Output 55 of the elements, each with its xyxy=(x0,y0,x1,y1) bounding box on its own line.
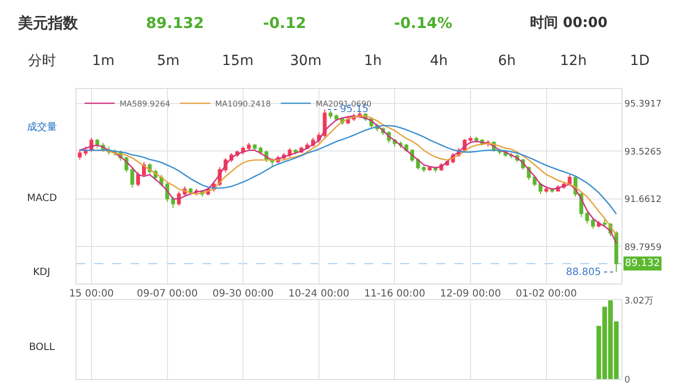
x-tick-label: 09-30 00:00 xyxy=(212,288,274,300)
candlestick xyxy=(416,158,420,170)
candlestick xyxy=(246,142,251,151)
text: 1D xyxy=(630,53,650,69)
y-tick-label: 89.7959 xyxy=(624,242,662,253)
y-tick-label: 0 xyxy=(624,375,630,386)
y-tick-label: 91.6612 xyxy=(624,195,662,206)
candlestick xyxy=(591,218,595,230)
text: 4h xyxy=(430,53,448,69)
candlestick xyxy=(602,219,607,227)
x-tick-label: 15 00:00 xyxy=(69,288,114,300)
text: 89.132 xyxy=(146,14,204,32)
candlestick xyxy=(130,166,134,188)
candlestick xyxy=(328,110,332,119)
x-tick-label: 11-16 00:00 xyxy=(364,288,426,300)
annotation: 88.805 xyxy=(566,267,601,278)
text: KDJ xyxy=(33,267,50,278)
candlestick xyxy=(78,148,82,160)
text: -0.14% xyxy=(394,14,452,32)
chart-title: 美元指数 xyxy=(17,14,79,32)
x-tick-label: 10-24 00:00 xyxy=(288,288,350,300)
text: 时间 00:00 xyxy=(530,15,608,31)
candlestick xyxy=(176,190,181,206)
text: MACD xyxy=(27,193,58,204)
line-series xyxy=(79,125,617,215)
text: 1m xyxy=(92,53,115,69)
legend-label: MA589.9264 xyxy=(120,99,170,108)
text: 30m xyxy=(290,53,322,69)
candlestick xyxy=(171,196,176,209)
candlestick xyxy=(188,187,193,195)
candlestick xyxy=(136,172,140,187)
candlestick xyxy=(468,136,472,144)
y-tick-label: 95.3917 xyxy=(624,99,662,110)
candlestick xyxy=(334,114,338,122)
text: 成交量 xyxy=(27,121,57,133)
x-tick-label: 09-07 00:00 xyxy=(136,288,198,300)
candlestick xyxy=(544,187,548,194)
text: -0.12 xyxy=(263,14,306,32)
text: 12h xyxy=(560,53,587,69)
candlestick xyxy=(258,146,262,155)
ref-line-label: 89.132 xyxy=(625,258,660,269)
candlestick xyxy=(422,165,426,173)
candlestick xyxy=(585,211,590,224)
text: 5m xyxy=(157,53,180,69)
x-tick-label: 12-09 00:00 xyxy=(440,288,502,300)
text: 1h xyxy=(364,53,382,69)
legend-label: MA1090.2418 xyxy=(215,99,271,108)
text: BOLL xyxy=(29,342,56,353)
text: 15m xyxy=(222,53,254,69)
y-tick-label: 3.02万 xyxy=(624,296,654,306)
candlestick xyxy=(538,182,542,195)
text: 6h xyxy=(498,53,516,69)
text: 分时 xyxy=(28,53,56,69)
x-tick-label: 01-02 00:00 xyxy=(516,288,577,300)
y-tick-label: 93.5265 xyxy=(624,147,662,158)
